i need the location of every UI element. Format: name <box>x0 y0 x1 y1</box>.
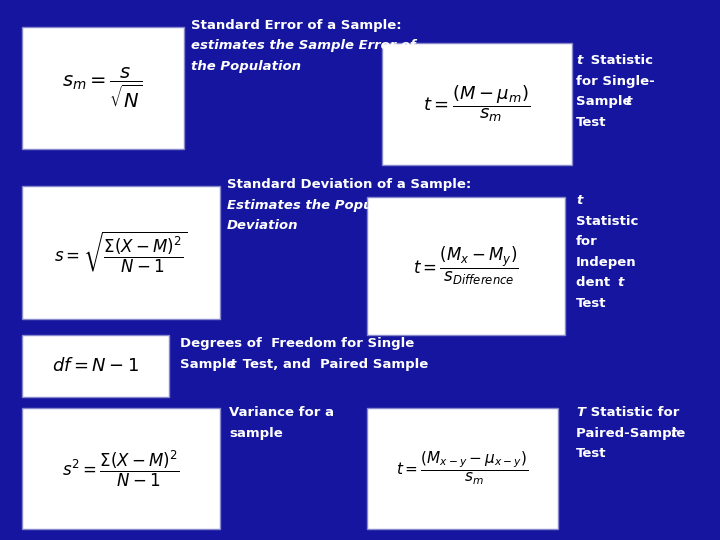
Text: Test: Test <box>576 297 606 310</box>
Text: Estimates the Population Standard: Estimates the Population Standard <box>227 199 489 212</box>
Text: Standard Deviation of a Sample:: Standard Deviation of a Sample: <box>227 178 471 191</box>
Text: Test: Test <box>576 116 606 129</box>
Text: Degrees of  Freedom for Single: Degrees of Freedom for Single <box>180 338 414 350</box>
Text: Standard Error of a Sample:: Standard Error of a Sample: <box>191 19 402 32</box>
Text: Sample: Sample <box>576 95 636 108</box>
Text: T: T <box>576 406 585 419</box>
Text: Sample: Sample <box>180 358 240 371</box>
Text: estimates the Sample Error of: estimates the Sample Error of <box>191 39 415 52</box>
FancyBboxPatch shape <box>22 335 169 397</box>
Text: Test: Test <box>576 447 606 460</box>
Text: $s = \sqrt{\dfrac{\Sigma(X-M)^2}{N-1}}$: $s = \sqrt{\dfrac{\Sigma(X-M)^2}{N-1}}$ <box>54 230 187 275</box>
Text: t: t <box>576 54 582 67</box>
Text: t: t <box>618 276 624 289</box>
Text: Statistic: Statistic <box>576 215 639 228</box>
FancyBboxPatch shape <box>367 197 565 335</box>
FancyBboxPatch shape <box>22 186 220 319</box>
FancyBboxPatch shape <box>22 408 220 529</box>
Text: t: t <box>670 427 677 440</box>
Text: $df = N - 1$: $df = N - 1$ <box>52 357 139 375</box>
Text: for: for <box>576 235 598 248</box>
Text: Statistic for: Statistic for <box>586 406 680 419</box>
Text: $t = \dfrac{(M_{x-y} - \mu_{x-y})}{s_m}$: $t = \dfrac{(M_{x-y} - \mu_{x-y})}{s_m}$ <box>396 450 529 487</box>
Text: $s_m = \dfrac{s}{\sqrt{N}}$: $s_m = \dfrac{s}{\sqrt{N}}$ <box>62 65 143 110</box>
Text: sample: sample <box>229 427 283 440</box>
Text: t: t <box>626 95 632 108</box>
Text: the Population: the Population <box>191 60 301 73</box>
Text: Deviation: Deviation <box>227 219 298 232</box>
Text: $s^2 = \dfrac{\Sigma(X-M)^2}{N-1}$: $s^2 = \dfrac{\Sigma(X-M)^2}{N-1}$ <box>62 448 179 489</box>
Text: $t = \dfrac{(M - \mu_m)}{s_m}$: $t = \dfrac{(M - \mu_m)}{s_m}$ <box>423 84 531 124</box>
Text: dent: dent <box>576 276 619 289</box>
Text: $t = \dfrac{(M_x - M_y)}{s_{\mathit{Difference}}}$: $t = \dfrac{(M_x - M_y)}{s_{\mathit{Diff… <box>413 245 519 287</box>
FancyBboxPatch shape <box>382 43 572 165</box>
FancyBboxPatch shape <box>367 408 558 529</box>
Text: t: t <box>229 358 235 371</box>
Text: for Single-: for Single- <box>576 75 654 87</box>
Text: Paired-Sample: Paired-Sample <box>576 427 690 440</box>
Text: Statistic: Statistic <box>586 54 653 67</box>
Text: Indepen: Indepen <box>576 256 636 269</box>
Text: Test, and  Paired Sample: Test, and Paired Sample <box>238 358 428 371</box>
Text: Variance for a: Variance for a <box>229 406 334 419</box>
FancyBboxPatch shape <box>22 27 184 148</box>
Text: t: t <box>576 194 582 207</box>
